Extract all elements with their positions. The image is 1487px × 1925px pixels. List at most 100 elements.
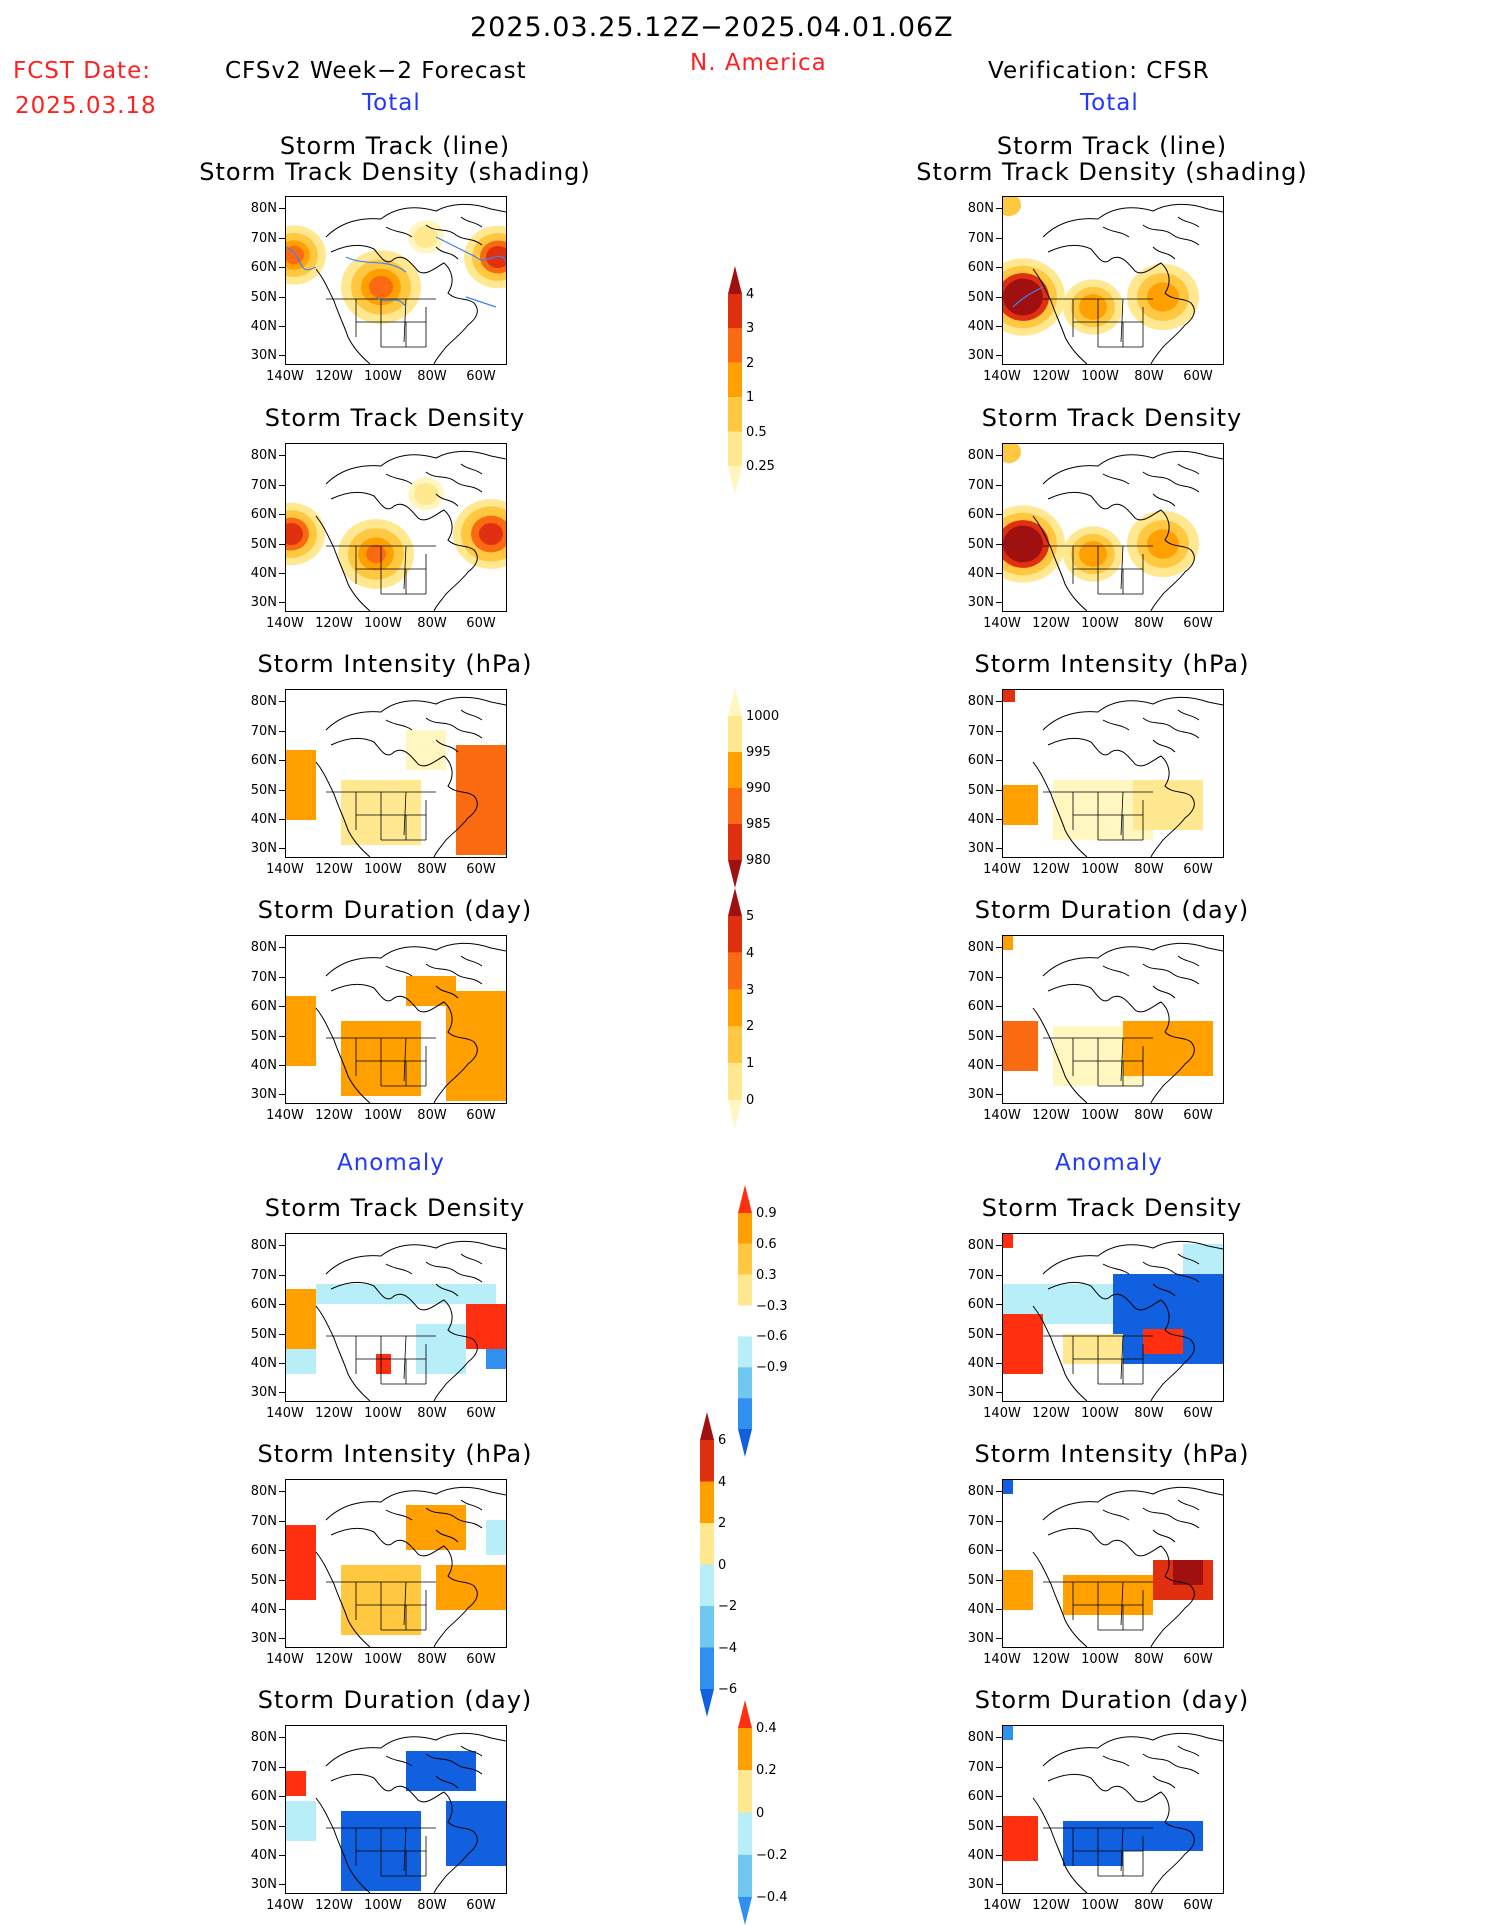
- lat-tick-label: 40N: [967, 319, 994, 334]
- lat-tick-label: 80N: [967, 694, 994, 709]
- title-anom-density-left: Storm Track Density: [264, 1194, 526, 1222]
- lon-tick-label: 100W: [1081, 1898, 1119, 1913]
- colorbar-label: 3: [746, 321, 755, 337]
- lat-tick-label: 40N: [967, 1848, 994, 1863]
- lon-tick-label: 80W: [417, 616, 447, 631]
- lon-tick-label: 60W: [1183, 1406, 1213, 1421]
- lat-tick: [279, 790, 285, 791]
- shading-cell: [1003, 1021, 1038, 1071]
- lat-tick-label: 30N: [967, 1877, 994, 1892]
- lat-tick: [996, 485, 1002, 486]
- lat-tick-label: 70N: [250, 1268, 277, 1283]
- lon-tick-label: 120W: [1032, 1898, 1070, 1913]
- lat-tick-label: 80N: [967, 940, 994, 955]
- lat-tick: [996, 1609, 1002, 1610]
- lat-tick: [996, 455, 1002, 456]
- lat-tick: [279, 1304, 285, 1305]
- lat-tick: [996, 1796, 1002, 1797]
- map-plot: [286, 450, 506, 611]
- map-plot: [286, 696, 506, 857]
- colorbar-swatch: [728, 888, 742, 916]
- lon-tick-label: 120W: [1032, 862, 1070, 877]
- colorbar-intensity: [728, 688, 742, 888]
- lat-tick: [996, 760, 1002, 761]
- lat-tick: [996, 731, 1002, 732]
- lat-tick-label: 40N: [967, 1356, 994, 1371]
- lon-tick-label: 80W: [1134, 616, 1164, 631]
- title-track-right-2: Storm Track Density (shading): [916, 158, 1308, 186]
- lat-tick-label: 80N: [250, 940, 277, 955]
- lat-tick: [996, 848, 1002, 849]
- coastline: [1032, 203, 1223, 364]
- lat-tick-label: 80N: [250, 1484, 277, 1499]
- lat-tick: [996, 1737, 1002, 1738]
- shading-contour: [1079, 294, 1107, 320]
- shading-contour: [1003, 525, 1043, 563]
- map-plot: [1003, 444, 1223, 611]
- lat-tick: [279, 267, 285, 268]
- lat-tick-label: 30N: [250, 595, 277, 610]
- lon-tick-label: 60W: [1183, 1108, 1213, 1123]
- coastline: [315, 450, 506, 611]
- lon-tick-label: 140W: [266, 1108, 304, 1123]
- lat-tick-label: 40N: [967, 566, 994, 581]
- lat-tick-label: 30N: [967, 841, 994, 856]
- lat-tick-label: 30N: [967, 1631, 994, 1646]
- lon-tick-label: 120W: [1032, 616, 1070, 631]
- lon-tick-label: 60W: [1183, 616, 1213, 631]
- forecast-title: CFSv2 Week−2 Forecast: [225, 58, 527, 84]
- lon-tick-label: 120W: [315, 1406, 353, 1421]
- shading-cell: [1003, 1480, 1013, 1494]
- title-intensity-left: Storm Intensity (hPa): [257, 650, 533, 678]
- lon-tick-label: 60W: [466, 616, 496, 631]
- lon-tick-label: 120W: [315, 616, 353, 631]
- shading-cell: [286, 1289, 316, 1349]
- lon-tick-label: 140W: [266, 1898, 304, 1913]
- title-anom-duration-right: Storm Duration (day): [974, 1686, 1250, 1714]
- lon-tick-label: 80W: [417, 1406, 447, 1421]
- lat-tick-label: 70N: [250, 970, 277, 985]
- colorbar-swatch: [738, 1770, 752, 1813]
- lon-tick-label: 80W: [1134, 369, 1164, 384]
- lon-tick-label: 80W: [417, 1898, 447, 1913]
- lat-tick: [279, 731, 285, 732]
- title-anom-duration-left: Storm Duration (day): [257, 1686, 533, 1714]
- lat-tick-label: 40N: [250, 566, 277, 581]
- lon-tick-label: 140W: [983, 1108, 1021, 1123]
- map-plot: [1003, 197, 1223, 364]
- map-panel-verification-3: [1002, 689, 1224, 858]
- colorbar-swatch: [700, 1564, 714, 1606]
- lon-tick-label: 120W: [315, 1898, 353, 1913]
- colorbar-swatch: [728, 1100, 742, 1128]
- title-track-left-1: Storm Track (line): [279, 132, 511, 160]
- colorbar-swatch: [728, 752, 742, 788]
- coastline: [1032, 696, 1223, 857]
- lat-tick: [996, 1491, 1002, 1492]
- shading-cell: [316, 1284, 496, 1304]
- lat-tick: [279, 1491, 285, 1492]
- lon-tick-label: 60W: [466, 862, 496, 877]
- lat-tick-label: 60N: [967, 753, 994, 768]
- lon-tick-label: 140W: [266, 1652, 304, 1667]
- lat-tick: [996, 1855, 1002, 1856]
- colorbar-label: −0.2: [756, 1847, 788, 1863]
- lat-tick-label: 40N: [250, 319, 277, 334]
- shading-contour: [414, 482, 438, 506]
- lat-tick-label: 40N: [250, 1356, 277, 1371]
- title-density-left: Storm Track Density: [264, 404, 526, 432]
- lat-tick-label: 60N: [967, 1789, 994, 1804]
- shading-contour: [1147, 282, 1179, 312]
- shading-cell: [1063, 1334, 1123, 1364]
- date-range-title: 2025.03.25.12Z−2025.04.01.06Z: [470, 12, 954, 43]
- lon-tick-label: 80W: [417, 862, 447, 877]
- lat-tick: [279, 1737, 285, 1738]
- lat-tick: [279, 1826, 285, 1827]
- shading-cell: [1133, 780, 1203, 830]
- colorbar-swatch: [728, 824, 742, 860]
- colorbar-swatch: [738, 1305, 752, 1337]
- lat-tick: [279, 208, 285, 209]
- lon-tick-label: 80W: [1134, 862, 1164, 877]
- lat-tick-label: 80N: [967, 1238, 994, 1253]
- state-borders: [326, 298, 436, 348]
- map-panel-forecast-6: [285, 1479, 507, 1648]
